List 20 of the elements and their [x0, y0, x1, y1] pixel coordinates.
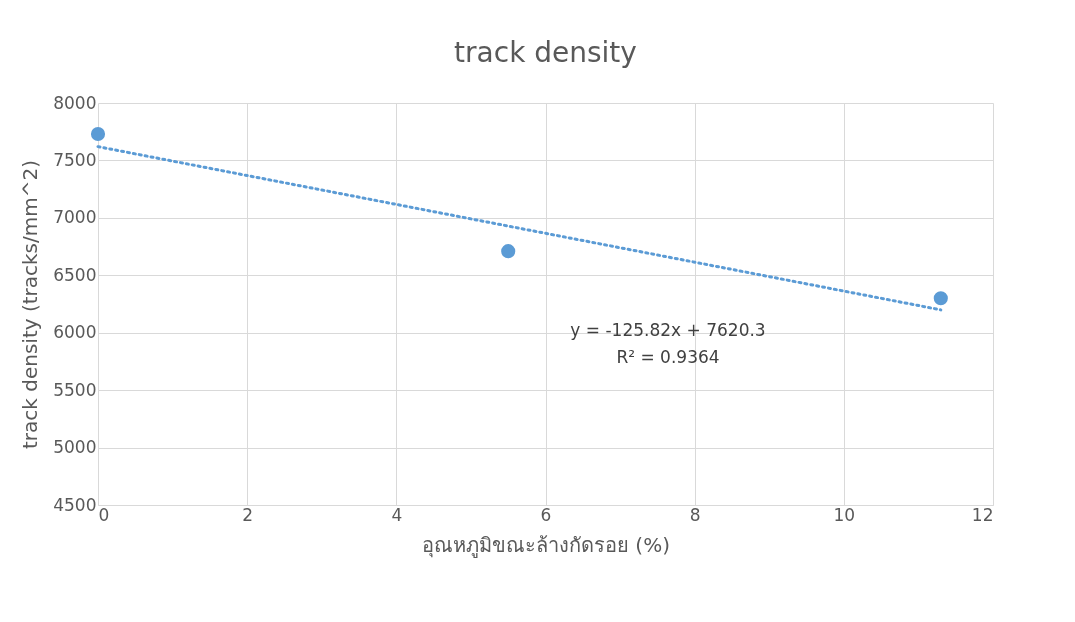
y-tick-label: 6500 — [53, 264, 97, 285]
x-tick-label: 0 — [98, 504, 110, 525]
y-tick-label: 8000 — [53, 92, 97, 113]
x-tick-label: 12 — [971, 504, 994, 525]
y-tick-label: 4500 — [53, 494, 97, 515]
chart-title: track density — [454, 36, 637, 69]
y-axis-title: track density (tracks/mm^2) — [18, 159, 43, 450]
y-tick-label: 6000 — [53, 322, 97, 343]
x-axis-title: อุณหภูมิขณะล้างกัดรอย (%) — [422, 532, 670, 558]
y-tick-label: 7500 — [53, 149, 97, 170]
y-tick-label: 5500 — [53, 379, 97, 400]
x-tick-label: 8 — [689, 504, 701, 525]
annotation: y = -125.82x + 7620.3 — [570, 320, 766, 340]
y-tick-label: 7000 — [53, 207, 97, 228]
y-tick-label: 5000 — [53, 437, 97, 458]
x-tick-label: 10 — [833, 504, 856, 525]
x-tick-label: 6 — [540, 504, 552, 525]
x-tick-label: 2 — [242, 504, 254, 525]
x-tick-label: 4 — [391, 504, 403, 525]
annotation: R² = 0.9364 — [616, 347, 720, 367]
